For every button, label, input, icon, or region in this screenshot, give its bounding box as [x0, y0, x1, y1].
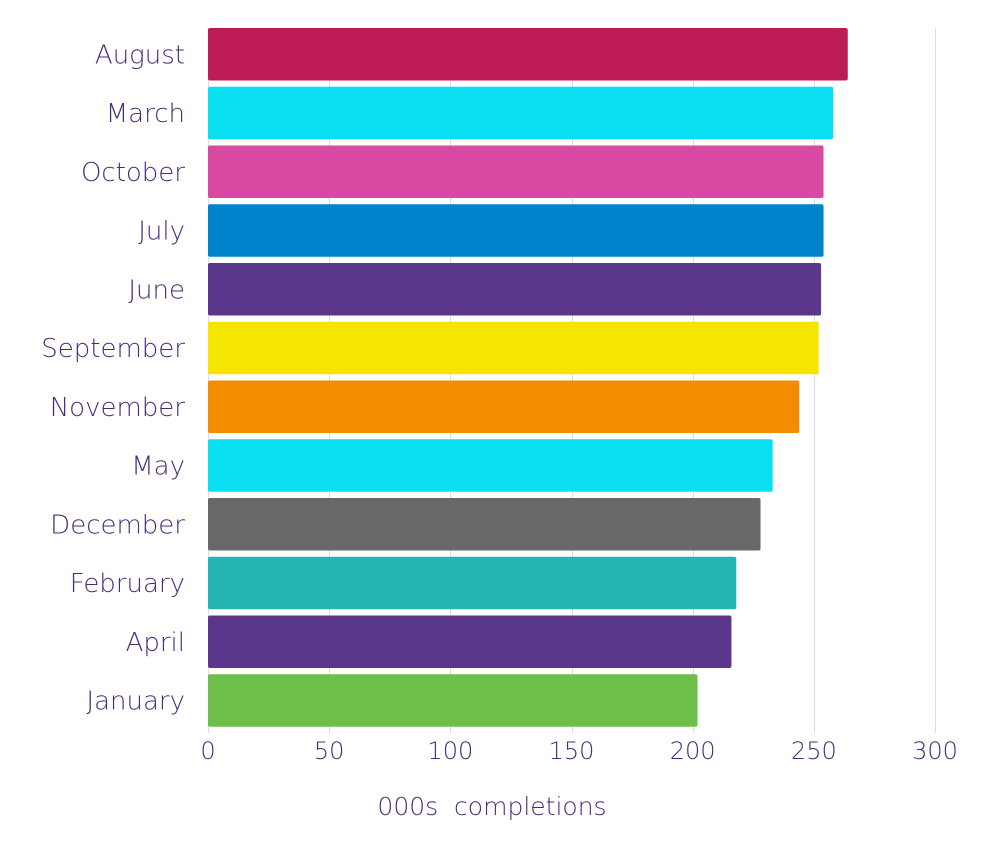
- category-label: May: [131, 452, 185, 482]
- bar-december: [208, 498, 761, 551]
- category-label: August: [95, 40, 185, 70]
- bars: [208, 28, 848, 727]
- bar-february: [208, 556, 737, 610]
- category-label: June: [128, 275, 185, 305]
- x-tick-label: 250: [791, 737, 837, 765]
- bar-october: [208, 145, 824, 198]
- bar-november: [208, 380, 800, 433]
- bar-may: [208, 439, 773, 492]
- category-label: April: [126, 628, 185, 658]
- bar-march: [208, 86, 834, 140]
- category-label: March: [106, 99, 185, 129]
- x-tick-label: 50: [314, 737, 345, 765]
- bar-august: [208, 28, 848, 81]
- category-label: September: [41, 334, 185, 364]
- x-tick-label: 0: [200, 737, 215, 765]
- category-label: December: [50, 510, 185, 540]
- bar-july: [208, 204, 824, 257]
- x-tick-label: 200: [670, 737, 716, 765]
- x-axis-ticks: 0 50 100 150 200 250 300: [200, 737, 958, 765]
- category-label: October: [81, 158, 185, 188]
- x-tick-label: 150: [549, 737, 595, 765]
- category-label: January: [86, 687, 185, 717]
- category-label: February: [70, 569, 185, 599]
- bar-june: [208, 263, 822, 316]
- category-labels: August March October July June September Novem…: [41, 40, 185, 716]
- bar-september: [208, 321, 819, 375]
- category-label: July: [138, 217, 185, 247]
- bar-april: [208, 615, 732, 668]
- x-tick-label: 300: [912, 737, 958, 765]
- category-label: November: [50, 393, 186, 423]
- x-tick-label: 100: [427, 737, 473, 765]
- bar-january: [208, 674, 698, 727]
- x-axis-title: 000s completions: [377, 792, 606, 821]
